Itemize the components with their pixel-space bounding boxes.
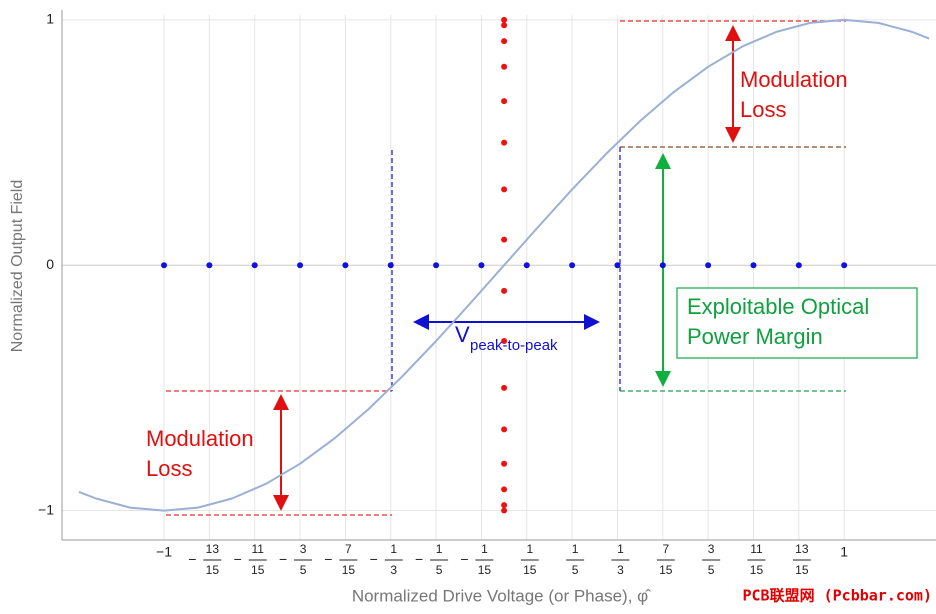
annotation-lines — [166, 20, 846, 516]
point — [501, 98, 508, 105]
point — [501, 186, 508, 193]
point — [342, 262, 349, 269]
annotation: Modulation — [146, 426, 254, 451]
x-tick-label: −3 5 — [279, 542, 307, 577]
point — [501, 38, 508, 45]
annotation: Power Margin — [687, 324, 823, 349]
y-tick-label: 0 — [46, 256, 54, 272]
point — [251, 262, 258, 269]
point — [501, 16, 508, 23]
annotation: Exploitable Optical — [687, 294, 869, 319]
point — [501, 486, 508, 493]
point — [161, 262, 168, 269]
point — [433, 262, 440, 269]
point — [206, 262, 213, 269]
point — [478, 262, 485, 269]
point — [501, 507, 508, 514]
x-tick-label: −1 15 — [460, 542, 491, 577]
point — [501, 384, 508, 391]
point — [501, 460, 508, 467]
annotation: peak-to-peak — [470, 337, 558, 354]
line — [78, 18, 930, 512]
x-tick-label: −1 5 — [415, 542, 443, 577]
point — [841, 262, 848, 269]
point — [501, 502, 508, 509]
point — [387, 262, 394, 269]
x-tick-label: −11 15 — [234, 542, 265, 577]
point — [501, 139, 508, 146]
annotation-box — [676, 287, 918, 359]
plot — [78, 16, 930, 514]
point — [659, 262, 666, 269]
point — [614, 262, 621, 269]
point — [501, 338, 508, 345]
x-tick-label: −13 15 — [188, 542, 219, 577]
x-tick-label: −7 15 — [324, 542, 355, 577]
point — [569, 262, 576, 269]
point — [501, 63, 508, 70]
point — [523, 262, 530, 269]
x-tick-label: 1 15 — [523, 542, 537, 577]
annotation: Loss — [740, 97, 786, 122]
y-tick-label: −1 — [38, 501, 54, 517]
point — [501, 236, 508, 243]
point — [501, 22, 508, 29]
x-axis-label: Normalized Drive Voltage (or Phase), φ̂ — [352, 586, 651, 605]
point — [501, 287, 508, 294]
x-tick-label: 13 15 — [795, 542, 809, 577]
x-tick-label: 7 15 — [659, 542, 673, 577]
point — [501, 426, 508, 433]
x-tick-label: −1 3 — [370, 542, 398, 577]
x-tick-label: 1 — [840, 544, 848, 560]
annotation: V — [455, 322, 470, 347]
watermark: PCB联盟网 (Pcbbar.com) — [743, 587, 933, 605]
point — [297, 262, 304, 269]
annotation: Loss — [146, 456, 192, 481]
point — [705, 262, 712, 269]
annotation: Modulation — [740, 67, 848, 92]
point — [750, 262, 757, 269]
annotations: Modulation Loss Modulation Loss Exploita… — [146, 67, 869, 481]
grid — [62, 15, 936, 540]
y-axis-label: Normalized Output Field — [9, 180, 26, 353]
x-tick-label: −1 — [156, 544, 172, 560]
point — [795, 262, 802, 269]
y-tick-label: 1 — [46, 11, 54, 27]
x-tick-label: 11 15 — [750, 542, 764, 577]
